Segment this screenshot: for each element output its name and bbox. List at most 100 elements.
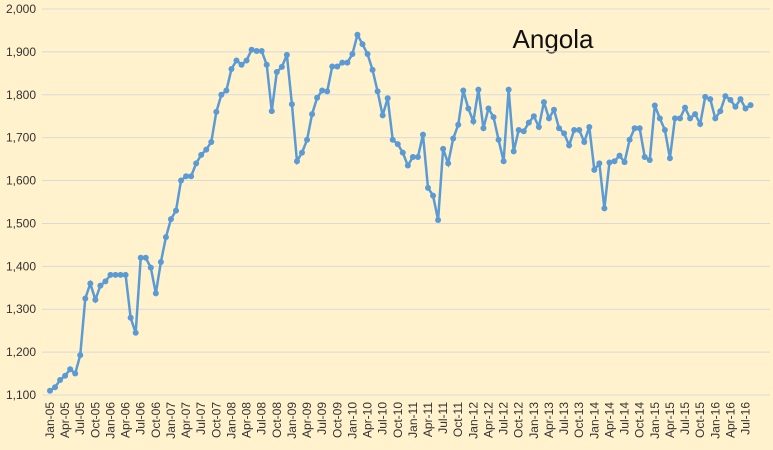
x-tick-label: Jan-15 [648, 402, 662, 439]
data-point [616, 152, 623, 159]
data-point [213, 108, 220, 115]
data-point [248, 46, 255, 53]
chart-title: Angola [513, 24, 594, 54]
data-point [132, 329, 139, 336]
data-point [67, 366, 74, 373]
data-point [223, 87, 230, 94]
data-point [268, 108, 275, 115]
data-point [173, 207, 179, 214]
data-point [127, 314, 134, 321]
data-point [561, 130, 568, 137]
x-tick-label: Apr-14 [602, 402, 616, 438]
x-tick-label: Oct-14 [633, 402, 647, 438]
data-point [525, 119, 532, 126]
data-point [258, 48, 265, 55]
data-point [606, 159, 613, 166]
data-point [651, 102, 658, 109]
x-tick-label: Apr-10 [361, 402, 375, 438]
data-point [455, 121, 462, 128]
data-point [535, 123, 542, 130]
data-point [510, 148, 517, 155]
x-tick-label: Jul-05 [73, 402, 87, 435]
x-tick-label: Jul-11 [436, 402, 450, 434]
x-tick-label: Oct-15 [693, 402, 707, 438]
x-tick-label: Apr-12 [481, 402, 495, 438]
data-point [178, 177, 185, 184]
data-point [203, 146, 210, 153]
x-tick-label: Apr-15 [663, 402, 677, 438]
data-point [717, 108, 724, 115]
data-point [551, 106, 557, 113]
x-tick-label: Apr-05 [58, 402, 72, 438]
data-point [475, 86, 482, 93]
y-tick-label: 1,400 [6, 259, 36, 273]
data-point [329, 63, 336, 70]
data-point [671, 115, 678, 122]
data-point [152, 290, 159, 297]
x-tick-label: Oct-09 [330, 402, 344, 438]
x-tick-label: Jan-09 [285, 402, 299, 439]
x-tick-label: Jul-13 [557, 402, 571, 435]
x-tick-label: Jan-14 [587, 402, 601, 439]
x-tick-label: Oct-12 [512, 402, 526, 438]
data-point [278, 63, 285, 70]
x-tick-label: Jan-13 [527, 402, 541, 439]
data-point [742, 105, 749, 112]
data-point [435, 217, 442, 224]
data-point [641, 153, 648, 160]
data-point [404, 162, 411, 169]
y-tick-label: 1,800 [6, 88, 36, 102]
data-point [601, 205, 608, 212]
x-tick-label: Jan-05 [43, 402, 57, 439]
data-point [309, 111, 316, 118]
data-point [545, 115, 552, 122]
data-point [571, 126, 578, 133]
data-point [515, 126, 522, 133]
x-tick-label: Jul-08 [255, 402, 269, 435]
x-tick-label: Jul-07 [194, 402, 208, 435]
data-point [540, 99, 547, 106]
data-point [576, 126, 583, 133]
data-point [389, 136, 396, 143]
x-tick-label: Jan-12 [466, 402, 480, 439]
y-tick-label: 1,200 [6, 345, 36, 359]
data-point [470, 118, 477, 125]
x-tick-label: Jul-06 [134, 402, 148, 435]
data-point [556, 125, 563, 132]
data-point [72, 370, 79, 377]
x-tick-label: Jul-09 [315, 402, 329, 435]
data-point [747, 102, 754, 109]
data-point [218, 91, 225, 98]
data-point [687, 115, 694, 122]
y-tick-label: 1,500 [6, 216, 36, 230]
data-point [107, 271, 114, 278]
data-point [656, 115, 663, 122]
data-point [581, 138, 588, 145]
data-point [495, 136, 502, 143]
data-point [374, 88, 381, 95]
data-point [399, 149, 406, 156]
data-point [722, 93, 729, 100]
data-point [591, 166, 598, 173]
data-point [425, 184, 431, 191]
data-point [253, 48, 260, 55]
data-point [263, 61, 270, 68]
data-point [97, 282, 104, 289]
data-point [480, 125, 487, 132]
x-tick-label: Oct-10 [391, 402, 405, 438]
x-tick-label: Oct-07 [209, 402, 223, 438]
data-point [77, 352, 84, 359]
data-point [117, 271, 124, 278]
data-point [52, 384, 59, 391]
data-point [621, 159, 628, 166]
data-point [112, 271, 119, 278]
data-point [319, 87, 326, 94]
data-point [162, 234, 169, 241]
data-point [626, 136, 633, 143]
x-tick-label: Oct-06 [149, 402, 163, 438]
data-point [737, 96, 744, 103]
x-tick-label: Jan-10 [345, 402, 359, 439]
x-tick-label: Jan-08 [224, 402, 238, 439]
y-tick-label: 1,600 [6, 174, 36, 188]
